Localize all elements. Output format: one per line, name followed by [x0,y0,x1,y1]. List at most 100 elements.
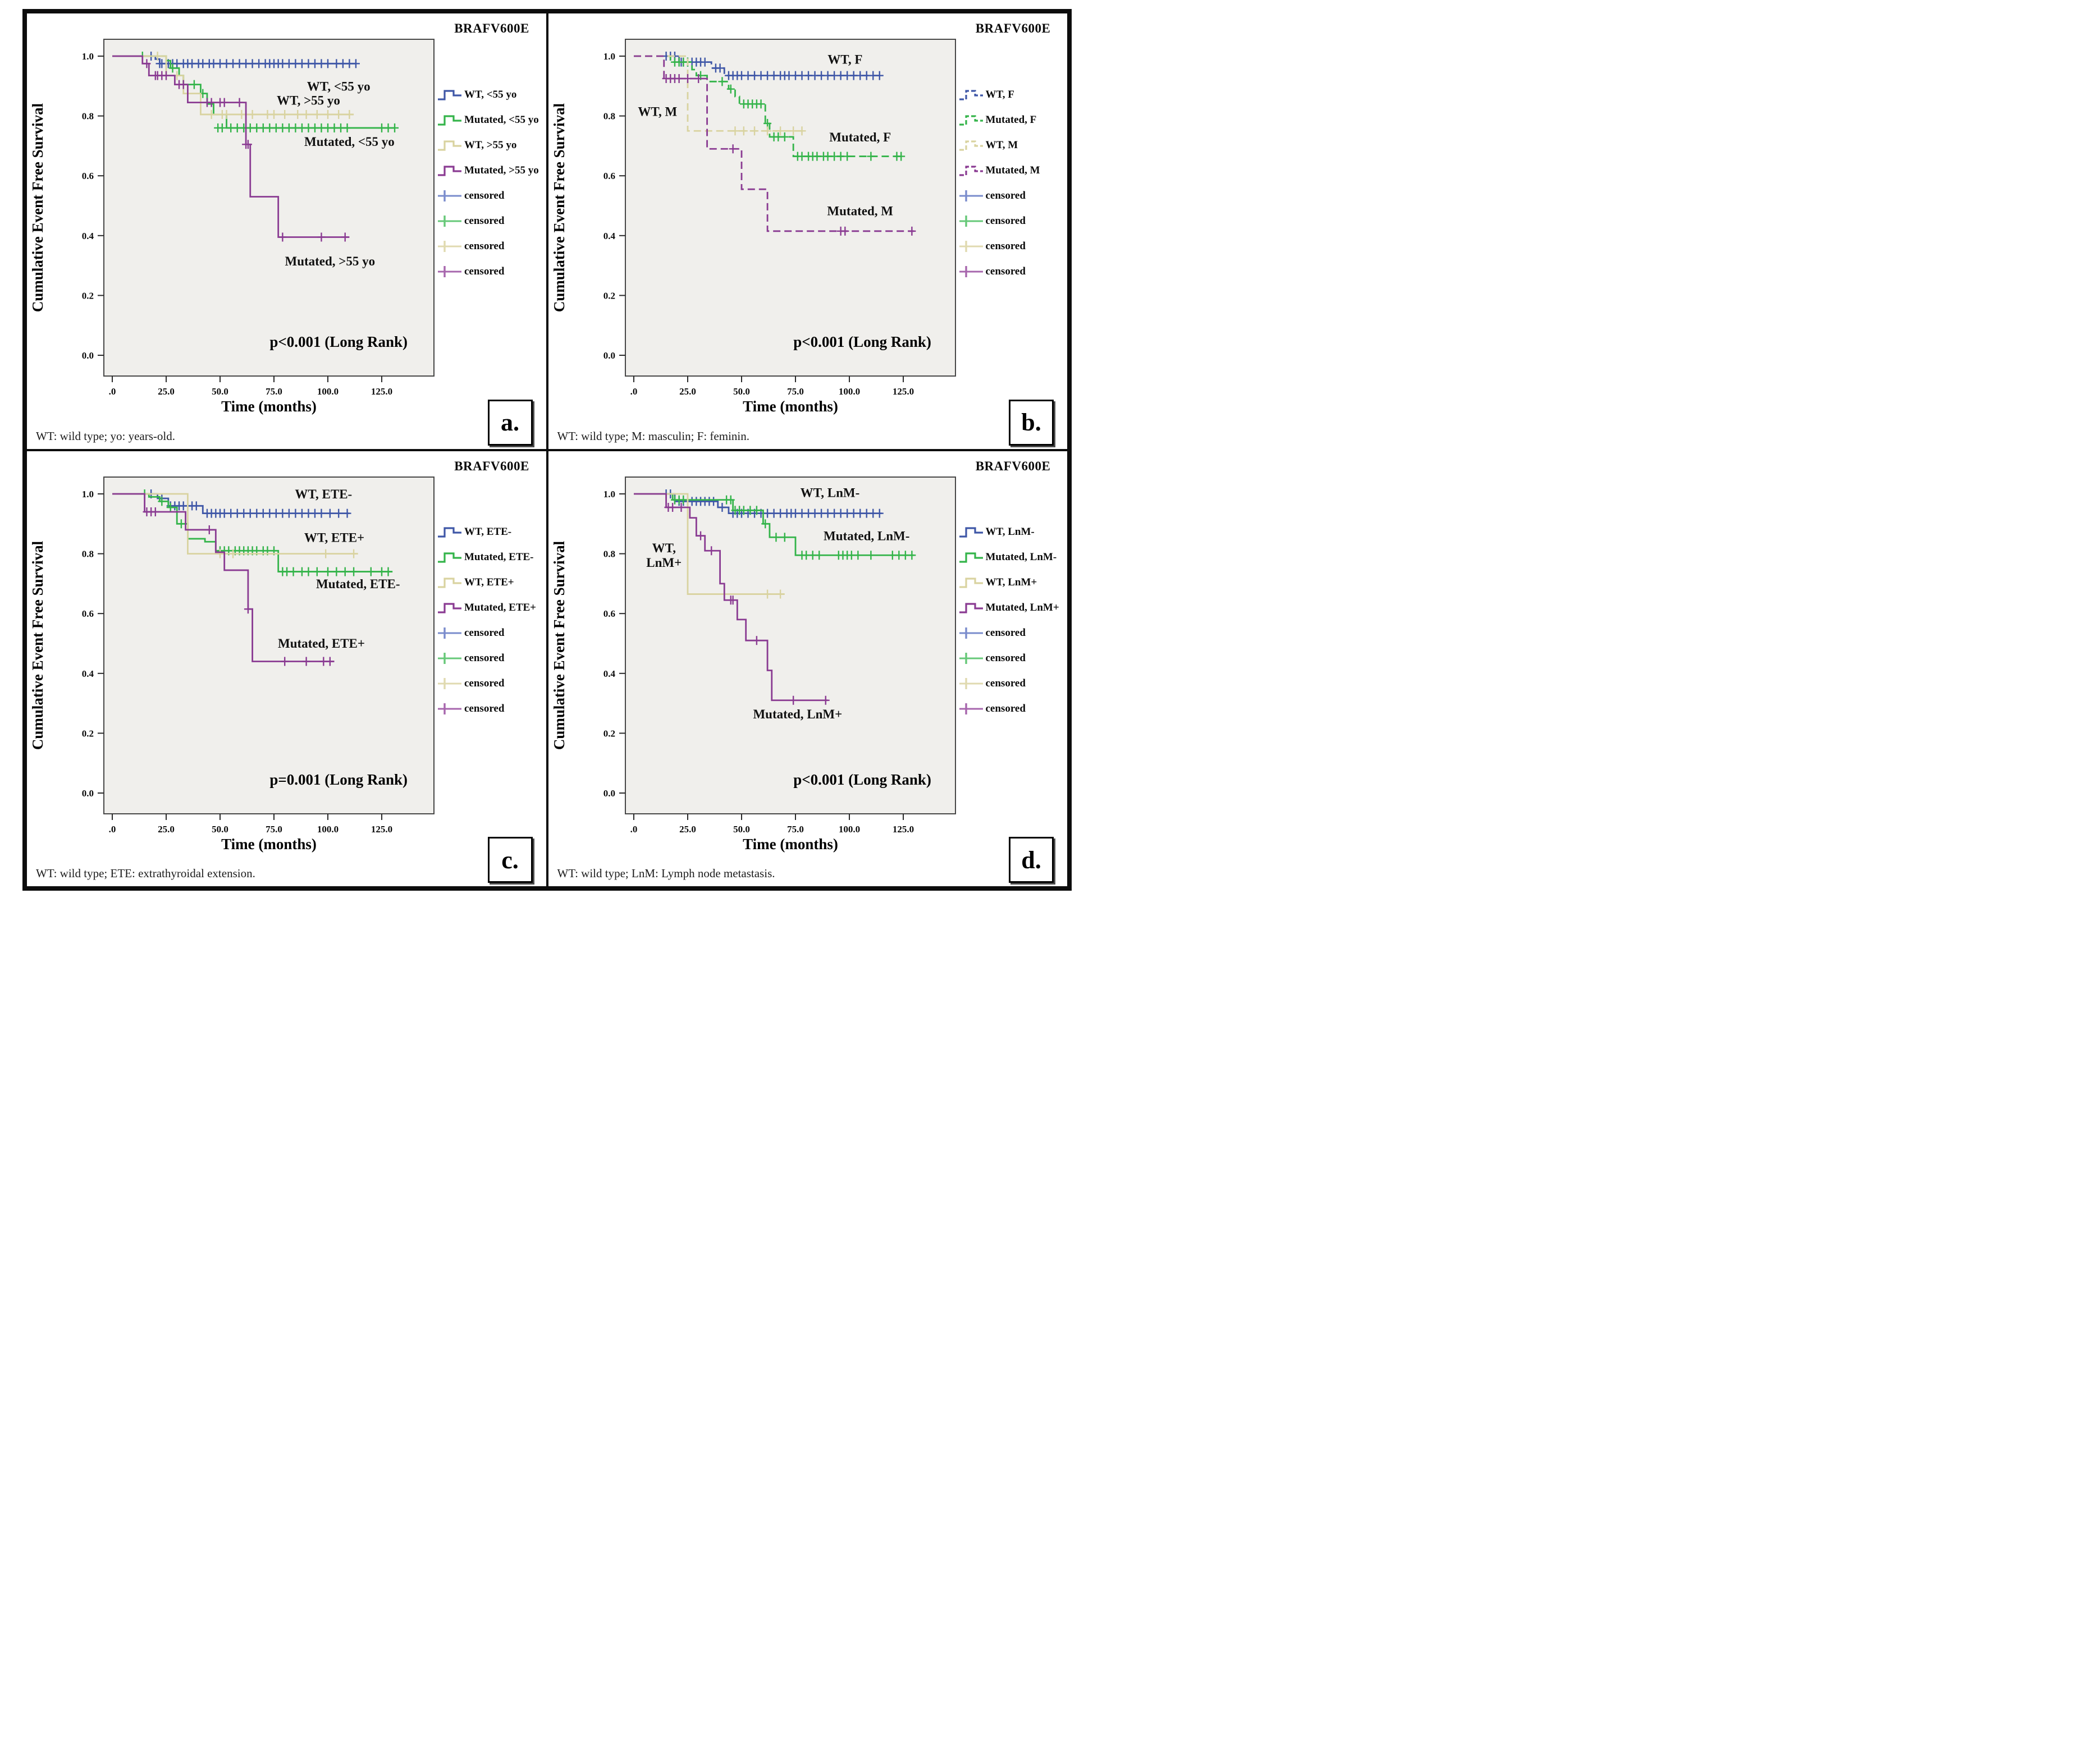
x-tick-label: 50.0 [212,386,228,397]
x-axis-title: Time (months) [743,836,838,853]
y-tick-label: 0.4 [82,231,94,241]
legend-item-label: Mutated, LnM+ [985,602,1059,613]
curve-annotation: Mutated, <55 yo [304,135,395,149]
legend-swatch [959,527,983,538]
y-tick-label: 0.8 [603,548,615,559]
legend-swatch [438,190,461,201]
x-tick-label: 25.0 [158,824,175,835]
legend-items: WT, ETE- Mutated, ETE- WT, ETE+ Mutated, ET… [437,520,546,722]
legend-item-label: censored [985,652,1026,664]
legend-swatch [438,527,461,538]
legend-swatch [438,653,461,664]
panel-tag-letter: d. [1021,846,1041,874]
x-tick-label: 125.0 [892,824,913,835]
panel-c: .0 25.0 50.0 75.0 100.0 125.0 0.0 0.2 0.4 0.6 0.8 1… [26,450,547,887]
legend-item-censored-2: censored [959,671,1068,697]
legend-item-label: Mutated, >55 yo [464,164,539,176]
x-tick-label: 50.0 [733,824,750,835]
legend-title: BRAFV600E [454,459,529,473]
legend-item-series-0: WT, ETE- [437,520,546,545]
legend-item-label: WT, LnM- [985,526,1035,538]
legend-items: WT, LnM- Mutated, LnM- WT, LnM+ Mutated, Ln… [959,520,1068,722]
x-tick-label: 125.0 [371,824,392,835]
y-tick-label: 0.2 [603,290,615,301]
y-tick-label: 0.8 [82,111,94,122]
x-tick-label: 75.0 [787,386,804,397]
legend-item-label: censored [985,214,1026,227]
legend-swatch [438,627,461,639]
p-value-label: p<0.001 (Long Rank) [269,333,408,350]
y-axis-title: Cumulative Event Free Survival [29,103,46,312]
y-tick-label: 1.0 [603,51,615,62]
legend-swatch [438,215,461,227]
legend-swatch [959,703,983,714]
legend-item-censored-1: censored [959,646,1068,671]
legend-swatch [959,653,983,664]
legend-swatch [959,215,983,227]
panel-b: .0 25.0 50.0 75.0 100.0 125.0 0.0 0.2 0.4 0.6 0.8 1… [547,12,1068,450]
x-tick-label: 75.0 [266,386,282,397]
curve-annotation: WT, >55 yo [277,93,340,107]
legend-item-censored-2: censored [437,671,546,697]
series-line [633,55,914,232]
legend-item-series-2: WT, >55 yo [437,132,546,158]
legend-item-censored-3: censored [959,259,1068,284]
y-tick-label: 0.0 [82,350,94,361]
panel-d: .0 25.0 50.0 75.0 100.0 125.0 0.0 0.2 0.4 0.6 0.8 1… [547,450,1068,887]
legend-item-label: censored [464,240,505,252]
series-line [633,493,914,556]
x-tick-label: 100.0 [838,386,859,397]
legend-item-censored-3: censored [437,697,546,722]
legend-swatch [959,140,983,151]
curve-annotation: Mutated, F [829,130,891,144]
x-tick-label: 100.0 [838,824,859,835]
y-tick-label: 1.0 [82,51,94,62]
series-line [633,55,882,77]
legend-item-series-3: Mutated, M [959,158,1068,183]
panel-tag-d: d. [1009,837,1054,883]
legend-swatch [438,552,461,563]
legend-swatch [438,603,461,613]
x-tick-label: 50.0 [212,824,228,835]
curve-annotation: Mutated, M [827,204,893,218]
km-plot-c: .0 25.0 50.0 75.0 100.0 125.0 0.0 0.2 0.4 0.6 0.8 1… [29,476,435,853]
legend-swatch [438,240,461,252]
y-tick-label: 0.0 [603,350,615,361]
legend-swatch [959,552,983,563]
km-plot-a: .0 25.0 50.0 75.0 100.0 125.0 0.0 0.2 0.4 0.6 0.8 1… [29,39,435,415]
panel-tag-c: c. [487,837,533,883]
plot-area [624,476,956,814]
legend-swatch [959,89,983,100]
legend-item-label: WT, LnM+ [985,576,1037,588]
y-axis-title: Cumulative Event Free Survival [551,103,568,312]
x-tick-label: .0 [630,386,637,397]
x-tick-label: .0 [630,824,637,835]
legend-item-censored-0: censored [959,183,1068,208]
y-tick-label: 0.4 [603,231,615,241]
p-value-label: p=0.001 (Long Rank) [269,771,408,788]
legend-item-label: Mutated, M [985,164,1040,176]
legend-item-series-0: WT, LnM- [959,520,1068,545]
legend-item-censored-1: censored [437,208,546,233]
legend-swatch [438,578,461,588]
curve-annotation: WT, LnM- [800,485,859,500]
curve-annotation: Mutated, LnM- [824,529,909,543]
caption-b: WT: wild type; M: masculin; F: feminin. [557,429,750,443]
panel-tag-b: b. [1009,399,1054,446]
legend-item-series-3: Mutated, ETE+ [437,595,546,621]
x-axis-title: Time (months) [221,836,317,853]
curve-annotation: WT, ETE+ [304,530,364,544]
y-axis-title: Cumulative Event Free Survival [29,540,46,750]
y-tick-label: 1.0 [603,489,615,500]
legend-item-label: censored [464,189,505,201]
legend-title: BRAFV600E [975,459,1051,473]
legend-item-series-1: Mutated, ETE- [437,545,546,570]
panel-tag-letter: b. [1021,409,1041,436]
legend-item-series-0: WT, <55 yo [437,82,546,107]
legend-c: BRAFV600E WT, ETE- Mutated, ETE- WT, ETE+ M… [437,459,546,722]
km-plot-d: .0 25.0 50.0 75.0 100.0 125.0 0.0 0.2 0.4 0.6 0.8 1… [551,476,956,853]
curve-annotation: WT, M [638,105,677,119]
x-tick-label: 75.0 [266,824,282,835]
legend-title: BRAFV600E [454,21,529,35]
series-line [112,493,358,555]
